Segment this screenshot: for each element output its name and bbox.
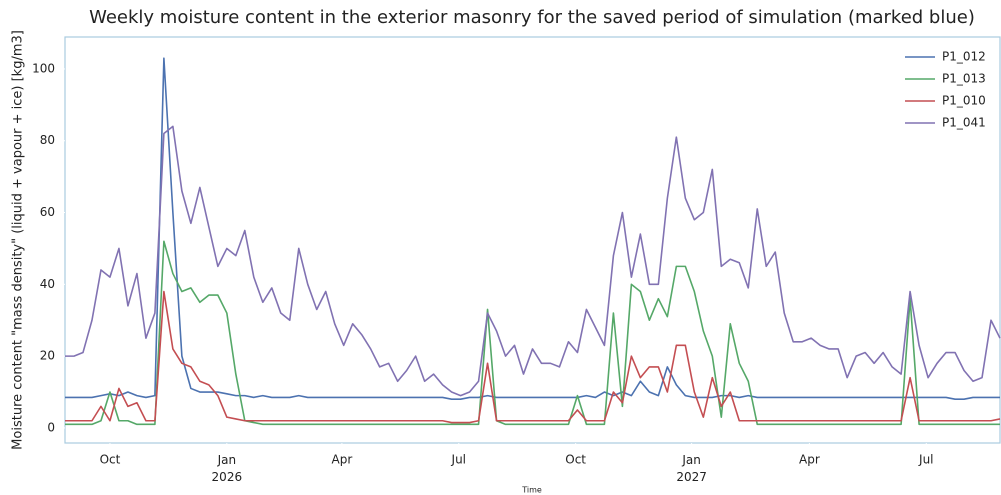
legend-label: P1_041 — [942, 116, 986, 130]
y-tick-label: 60 — [40, 205, 55, 219]
y-tick-label: 80 — [40, 133, 55, 147]
x-tick-label: Jul — [918, 453, 933, 467]
legend-label: P1_013 — [942, 72, 986, 86]
chart-title: Weekly moisture content in the exterior … — [89, 7, 975, 28]
x-tick-label: Jan 2027 — [676, 453, 707, 484]
x-tick-label: Oct — [100, 453, 121, 467]
legend-label: P1_010 — [942, 94, 986, 108]
series-line — [65, 125, 1001, 397]
y-tick-label: 0 — [47, 420, 55, 434]
series-line — [65, 57, 1000, 401]
x-tick-label: Jul — [451, 453, 466, 467]
series-line — [65, 240, 1000, 426]
y-tick-label: 20 — [40, 349, 55, 363]
legend-label: P1_012 — [942, 50, 986, 64]
series-line — [65, 290, 1001, 424]
x-axis-label: Time — [521, 486, 542, 495]
y-tick-label: 40 — [40, 277, 55, 291]
x-tick-label: Oct — [565, 453, 586, 467]
y-axis-label: Moisture content "mass density" (liquid … — [11, 30, 26, 450]
x-tick-label: Apr — [799, 453, 820, 467]
x-tick-label: Apr — [332, 453, 353, 467]
y-tick-label: 100 — [32, 61, 55, 75]
plot-frame — [64, 36, 1001, 444]
x-tick-label: Jan 2026 — [212, 453, 243, 484]
